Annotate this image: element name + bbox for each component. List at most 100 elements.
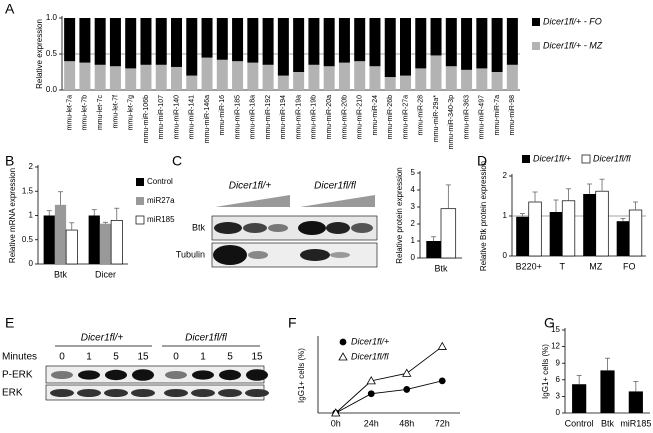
bar — [506, 64, 518, 90]
bar — [616, 221, 630, 256]
legend-swatch — [136, 197, 144, 205]
bar — [415, 18, 427, 69]
bar — [338, 18, 350, 63]
bar — [79, 18, 91, 63]
legend-label: Dicer1fl/+ — [533, 153, 571, 163]
band — [218, 389, 242, 397]
band — [351, 223, 373, 233]
marker — [402, 368, 412, 377]
x-tick-label: mmu-miR-28 — [418, 95, 425, 136]
bar — [216, 59, 228, 90]
y-tick-label: 2 — [411, 219, 416, 228]
band — [246, 369, 268, 381]
x-tick-label: mmu-let-7c — [97, 95, 104, 131]
bar — [79, 62, 91, 90]
bar — [277, 75, 289, 90]
y-tick-label: 3 — [556, 392, 561, 401]
bar — [354, 18, 366, 62]
x-tick-label: FO — [623, 261, 636, 271]
marker — [438, 377, 446, 385]
genotype: Dicer1fl/fl — [185, 333, 227, 344]
bar — [155, 64, 167, 90]
genotype: Dicer1fl/+ — [229, 181, 272, 192]
bar — [171, 18, 182, 67]
marker — [331, 408, 341, 417]
band — [268, 224, 288, 232]
marker — [366, 376, 376, 385]
bar — [600, 370, 615, 413]
bar — [583, 194, 596, 256]
band — [219, 369, 241, 381]
bar — [171, 66, 182, 90]
bar — [54, 204, 67, 264]
row-label: Btk — [192, 222, 206, 232]
lane-label: 15 — [137, 352, 149, 363]
bar — [491, 18, 503, 72]
legend-swatch — [522, 155, 530, 163]
bar — [110, 220, 123, 265]
x-tick-label: mmu-miR-140 — [173, 95, 180, 139]
x-tick-label: T — [560, 261, 566, 271]
x-tick-label: mmu-miR-98 — [509, 95, 516, 136]
x-tick-label: mmu-miR-363 — [463, 95, 470, 139]
band — [132, 369, 154, 381]
band — [104, 389, 128, 397]
bar — [506, 18, 518, 65]
bar — [595, 190, 609, 257]
bar — [369, 18, 381, 67]
bar — [99, 223, 112, 264]
x-tick-label: mmu-miR-194 — [280, 95, 287, 139]
legend-swatch — [581, 154, 591, 164]
legend-swatch — [532, 42, 540, 50]
bar — [247, 18, 259, 63]
band — [298, 221, 326, 235]
time-label: Minutes — [2, 352, 37, 363]
band — [213, 245, 247, 265]
bar — [88, 215, 100, 264]
bar — [293, 18, 305, 72]
bar — [94, 64, 106, 90]
y-tick-label: 0 — [29, 259, 34, 268]
bar — [125, 68, 137, 90]
bar — [64, 18, 76, 62]
band — [245, 389, 269, 397]
panel-label: G — [544, 315, 555, 331]
bar — [65, 229, 78, 265]
bar — [528, 201, 542, 257]
bar — [323, 66, 335, 90]
bar — [201, 18, 213, 58]
legend-label: Dicer1fl/+ — [351, 336, 389, 346]
lane-label: 5 — [113, 352, 119, 363]
y-tick-label: 9 — [556, 358, 561, 367]
bar — [426, 241, 441, 258]
line — [335, 346, 443, 414]
bar — [369, 66, 381, 90]
bar — [64, 61, 76, 90]
y-tick-label: 0 — [556, 408, 561, 417]
bar — [430, 18, 442, 56]
bar — [293, 72, 305, 90]
band — [50, 389, 74, 397]
genotype: Dicer1fl/+ — [81, 333, 124, 344]
x-tick-label: mmu-miR-107 — [158, 95, 165, 139]
bar — [445, 66, 457, 90]
legend-swatch — [532, 18, 540, 26]
bar — [247, 62, 259, 90]
band — [191, 389, 215, 397]
bar — [476, 68, 488, 90]
bar — [155, 18, 167, 65]
x-tick-label: mmu-let-7f — [112, 95, 119, 129]
x-tick-label: mmu-miR-185 — [234, 95, 241, 139]
legend-swatch — [136, 178, 144, 186]
band — [243, 223, 267, 233]
marker — [403, 386, 411, 393]
bar — [491, 72, 503, 90]
band — [78, 370, 100, 380]
bar — [125, 18, 137, 69]
bar — [572, 384, 587, 413]
bar — [415, 68, 427, 90]
x-tick-label: mmu-let-7g — [128, 95, 135, 131]
bar — [461, 69, 473, 90]
x-tick-label: mmu-miR-26b — [387, 95, 394, 139]
